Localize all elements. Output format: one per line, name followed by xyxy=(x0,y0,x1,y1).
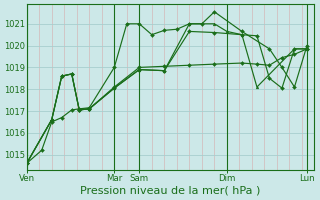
X-axis label: Pression niveau de la mer( hPa ): Pression niveau de la mer( hPa ) xyxy=(80,186,261,196)
